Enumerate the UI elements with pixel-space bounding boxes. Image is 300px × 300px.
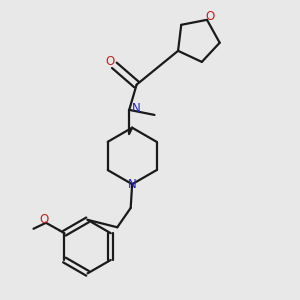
Text: N: N xyxy=(128,178,136,191)
Text: O: O xyxy=(205,11,214,23)
Text: O: O xyxy=(40,213,49,226)
Text: N: N xyxy=(132,102,141,115)
Text: O: O xyxy=(106,55,115,68)
